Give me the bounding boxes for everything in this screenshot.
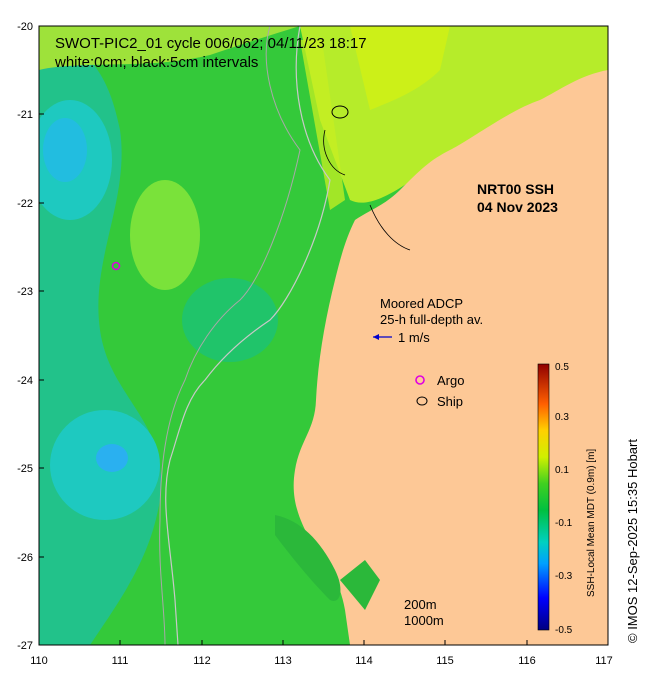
colorbar-label: SSH-Local Mean MDT (0.9m) [m] — [586, 449, 597, 597]
y-tick: -22 — [17, 198, 33, 210]
map-title-line1: SWOT-PIC2_01 cycle 006/062; 04/11/23 18:… — [55, 35, 367, 52]
western-australia-land — [293, 70, 608, 645]
isobath-200m-label: 200m — [404, 597, 437, 612]
colorbar-tick: -0.5 — [555, 625, 573, 636]
y-tick: -25 — [17, 463, 33, 475]
plot-frame — [38, 25, 609, 646]
x-tick: 112 — [193, 655, 211, 667]
y-tick: -23 — [17, 286, 33, 298]
colorbar-tick: 0.3 — [555, 412, 569, 423]
colorbar-tick: -0.3 — [555, 571, 573, 582]
adcp-label: Moored ADCP — [380, 296, 463, 311]
adcp-sublabel: 25-h full-depth av. — [380, 312, 483, 327]
ship-legend-label: Ship — [437, 394, 463, 409]
x-tick: 116 — [518, 655, 536, 667]
argo-legend-label: Argo — [437, 373, 464, 388]
y-tick: -21 — [17, 109, 33, 121]
colorbar — [537, 363, 550, 631]
velocity-scale-arrow-icon — [373, 334, 392, 340]
y-tick: -20 — [17, 21, 33, 33]
x-tick: 113 — [274, 655, 292, 667]
map-field — [39, 26, 608, 645]
ship-marker-icon — [416, 396, 428, 406]
isobath-200m — [165, 26, 331, 645]
argo-float-marker — [111, 261, 121, 271]
isobath-1000m-label: 1000m — [404, 613, 444, 628]
y-tick: -24 — [17, 375, 33, 387]
y-axis: -20 -21 -22 -23 -24 -25 -26 -27 — [17, 21, 44, 652]
colorbar-tick: 0.1 — [555, 465, 569, 476]
map-title-line2: white:0cm; black:5cm intervals — [54, 54, 258, 71]
y-tick: -26 — [17, 552, 33, 564]
colorbar-tick: -0.1 — [555, 518, 573, 529]
colorbar-ticks: 0.5 0.3 0.1 -0.1 -0.3 -0.5 — [555, 362, 573, 636]
product-date: 04 Nov 2023 — [477, 199, 558, 215]
isobath-1000m — [159, 26, 301, 645]
credit-text: © IMOS 12-Sep-2025 15:35 Hobart — [625, 439, 640, 643]
velocity-scale-label: 1 m/s — [398, 330, 430, 345]
x-tick: 110 — [30, 655, 48, 667]
x-tick: 114 — [355, 655, 373, 667]
x-tick: 115 — [436, 655, 454, 667]
colorbar-tick: 0.5 — [555, 362, 569, 373]
x-tick: 117 — [595, 655, 613, 667]
x-tick: 111 — [112, 655, 129, 667]
shark-bay-peninsula — [275, 515, 341, 601]
product-name: NRT00 SSH — [477, 181, 554, 197]
argo-marker-icon — [415, 375, 425, 385]
y-tick: -27 — [17, 640, 33, 652]
x-axis: 110 111 112 113 114 115 116 117 — [30, 640, 613, 667]
